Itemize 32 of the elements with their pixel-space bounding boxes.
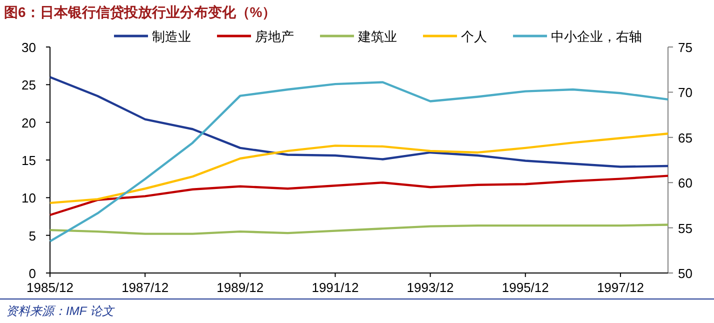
- y-tick-label: 10: [22, 190, 36, 206]
- line-series: [48, 174, 670, 216]
- y-tick-label: 25: [22, 78, 36, 93]
- chart-title: 图6：日本银行信贷投放行业分布变化（%）: [4, 4, 276, 20]
- y-tick-label: 15: [22, 153, 36, 168]
- x-tick-label: 1987/12: [122, 280, 169, 295]
- legend-label: 房地产: [255, 29, 294, 44]
- y-tick-label: 0: [28, 266, 36, 281]
- legend-label: 建筑业: [357, 29, 397, 44]
- x-tick-label: 1997/12: [596, 280, 644, 295]
- x-tick-label: 1985/12: [26, 280, 74, 295]
- y2-tick-label: 60: [678, 176, 692, 191]
- y2-tick-label: 75: [678, 40, 692, 55]
- y2-tick-label: 65: [678, 130, 692, 146]
- text: 资料来源：IMF 论文: [6, 304, 115, 318]
- y-tick-label: 20: [22, 115, 36, 130]
- y-tick-label: 5: [28, 228, 36, 244]
- line-series: [48, 81, 670, 242]
- x-tick-label: 1991/12: [312, 280, 359, 295]
- line-series: [48, 224, 670, 235]
- legend-label: 制造业: [152, 29, 191, 44]
- line-series: [48, 76, 670, 168]
- y2-tick-label: 70: [678, 85, 692, 100]
- legend-label: 个人: [461, 29, 487, 44]
- x-tick-label: 1989/12: [216, 280, 264, 295]
- legend-label: 中小企业，右轴: [551, 29, 642, 44]
- y-tick-label: 30: [22, 40, 36, 55]
- x-tick-label: 1995/12: [502, 280, 549, 295]
- line-series: [48, 132, 670, 204]
- y2-tick-label: 55: [678, 220, 692, 236]
- y2-tick-label: 50: [678, 266, 692, 281]
- x-tick-label: 1993/12: [406, 280, 454, 295]
